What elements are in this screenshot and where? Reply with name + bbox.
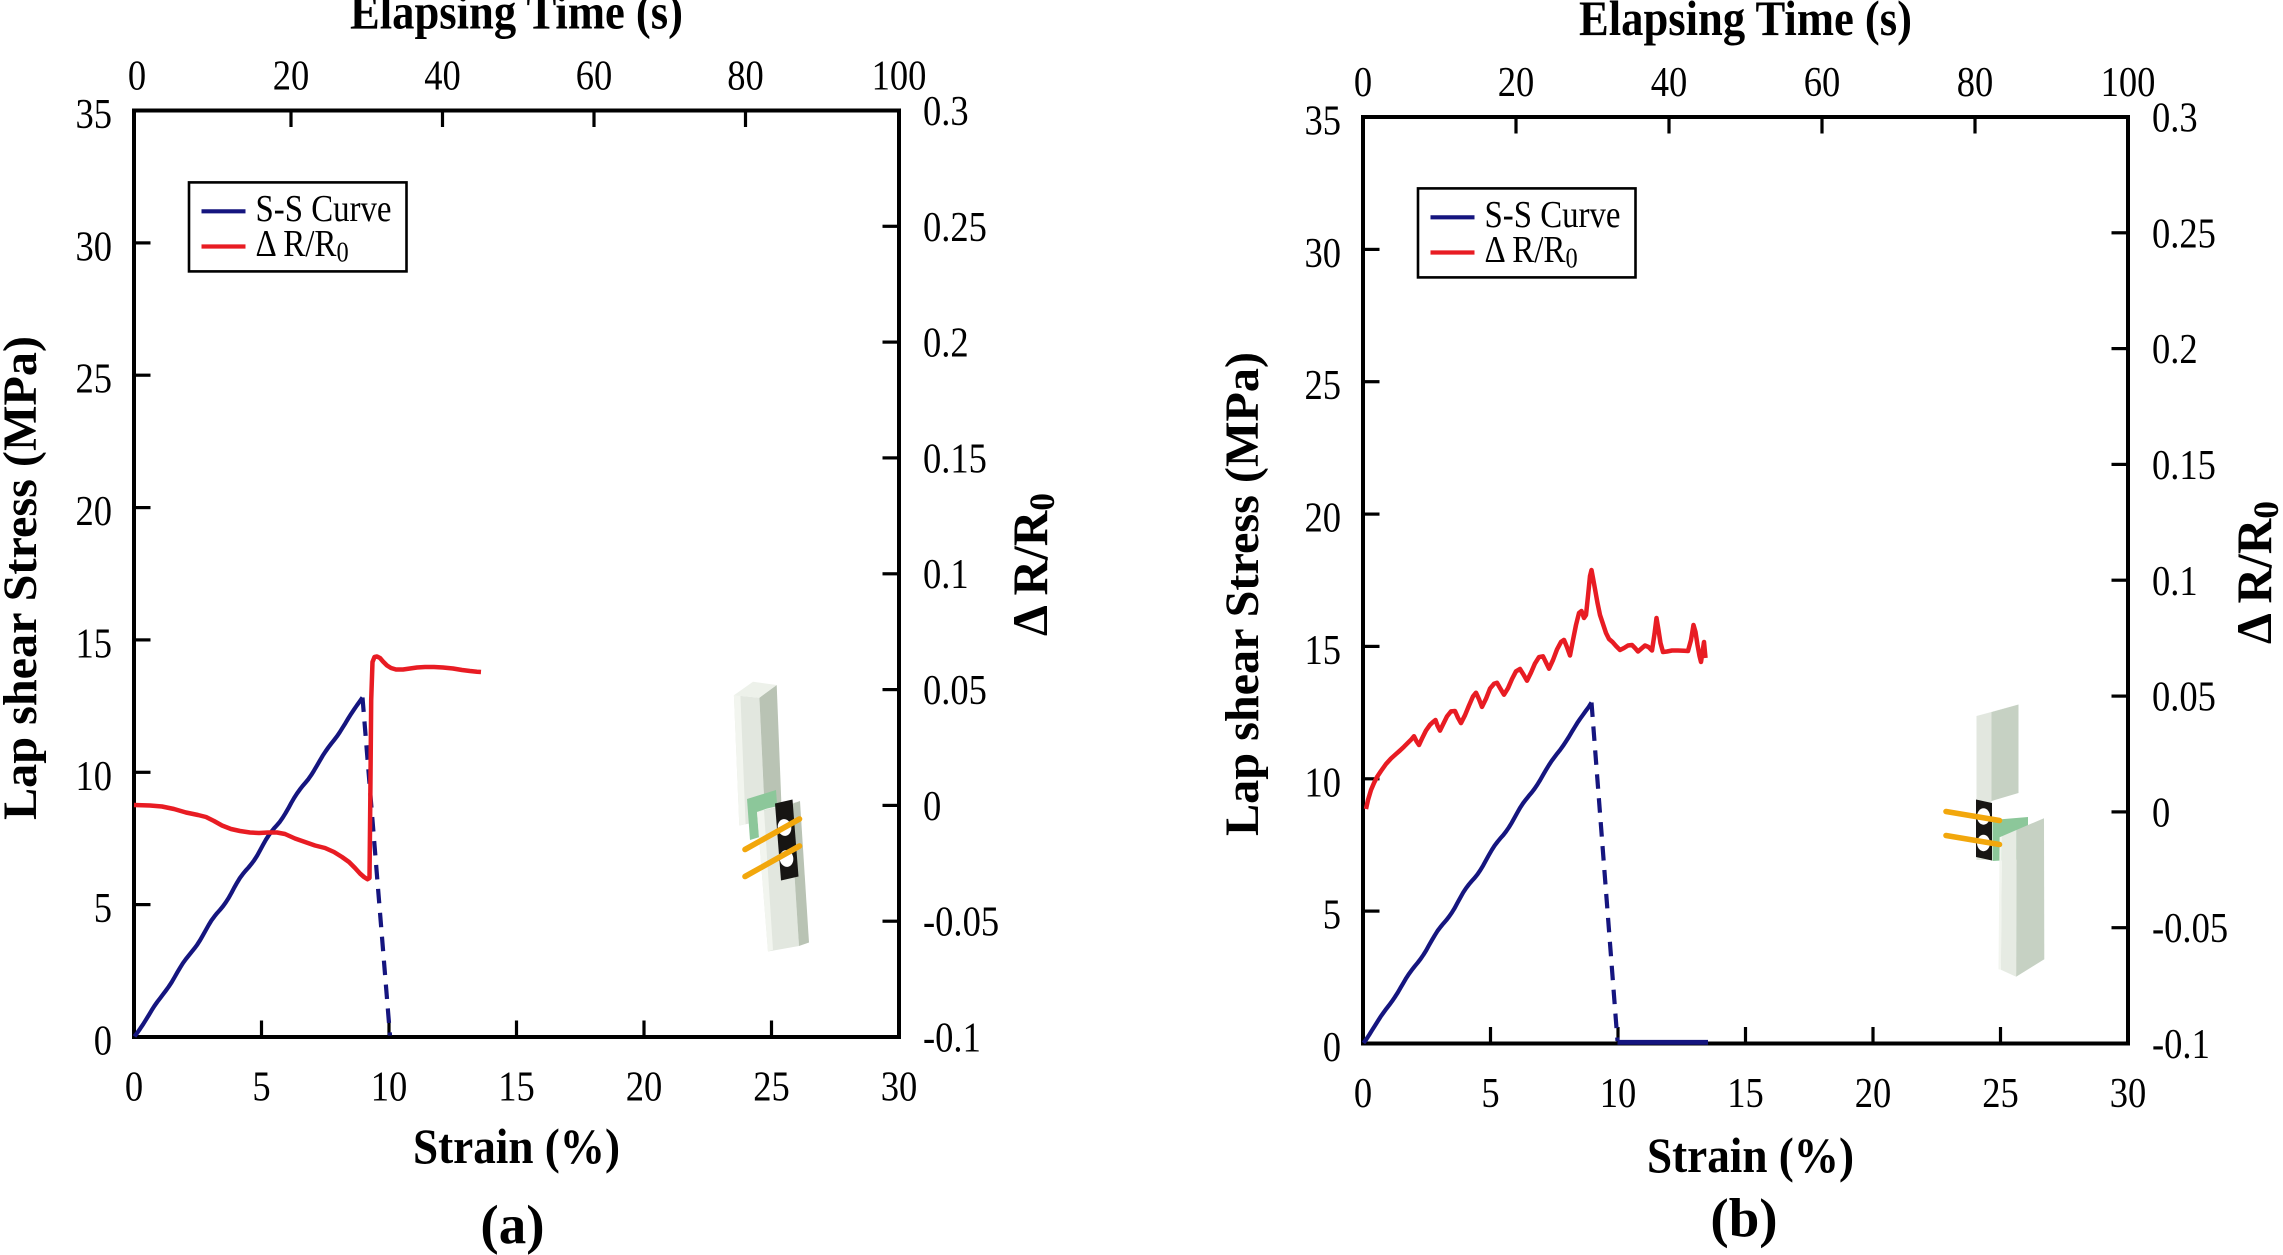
svg-text:S-S Curve: S-S Curve: [1485, 194, 1621, 236]
svg-text:40: 40: [1651, 59, 1688, 106]
svg-text:0.3: 0.3: [2152, 94, 2198, 141]
svg-text:0.25: 0.25: [923, 203, 987, 250]
svg-text:25: 25: [1982, 1070, 2019, 1117]
svg-text:15: 15: [1727, 1070, 1764, 1117]
svg-text:80: 80: [1957, 59, 1994, 106]
svg-text:80: 80: [727, 52, 764, 99]
svg-text:Elapsing Time (s): Elapsing Time (s): [1579, 0, 1912, 46]
svg-text:0.15: 0.15: [2152, 442, 2216, 489]
svg-text:35: 35: [75, 91, 112, 138]
svg-text:60: 60: [576, 52, 613, 99]
svg-text:10: 10: [75, 752, 112, 799]
svg-text:30: 30: [2110, 1070, 2147, 1117]
svg-text:20: 20: [75, 488, 112, 535]
svg-text:Strain (%): Strain (%): [1647, 1127, 1854, 1183]
svg-text:Δ R/R0: Δ R/R0: [2227, 501, 2283, 644]
svg-text:0: 0: [2152, 789, 2170, 836]
svg-text:0: 0: [125, 1063, 143, 1110]
svg-text:0.2: 0.2: [923, 319, 969, 366]
svg-text:10: 10: [1600, 1070, 1637, 1117]
svg-text:20: 20: [1304, 494, 1341, 541]
svg-text:60: 60: [1804, 59, 1841, 106]
svg-text:5: 5: [94, 885, 112, 932]
svg-text:-0.05: -0.05: [923, 898, 999, 945]
svg-text:Δ R/R0: Δ R/R0: [256, 222, 349, 268]
svg-text:20: 20: [1498, 59, 1535, 106]
svg-text:0: 0: [923, 783, 941, 830]
svg-text:0.2: 0.2: [2152, 326, 2198, 373]
svg-text:Strain (%): Strain (%): [413, 1118, 620, 1174]
svg-text:20: 20: [273, 52, 310, 99]
svg-text:0: 0: [1323, 1024, 1341, 1071]
svg-text:30: 30: [75, 223, 112, 270]
svg-text:0.1: 0.1: [923, 551, 969, 598]
svg-text:25: 25: [753, 1063, 790, 1110]
svg-text:0.25: 0.25: [2152, 210, 2216, 257]
svg-text:0.05: 0.05: [923, 667, 987, 714]
svg-text:S-S Curve: S-S Curve: [256, 188, 392, 230]
svg-text:30: 30: [1304, 230, 1341, 277]
svg-text:0: 0: [128, 52, 146, 99]
svg-text:100: 100: [872, 52, 927, 99]
svg-text:25: 25: [75, 355, 112, 402]
svg-text:100: 100: [2101, 59, 2156, 106]
svg-text:0: 0: [94, 1017, 112, 1064]
svg-text:(b): (b): [1710, 1188, 1777, 1249]
svg-text:15: 15: [1304, 627, 1341, 674]
svg-text:0.1: 0.1: [2152, 557, 2198, 604]
svg-text:30: 30: [881, 1063, 918, 1110]
svg-text:35: 35: [1304, 97, 1341, 144]
svg-text:5: 5: [1481, 1070, 1499, 1117]
svg-text:0: 0: [1354, 59, 1372, 106]
svg-text:5: 5: [252, 1063, 270, 1110]
svg-text:40: 40: [424, 52, 461, 99]
svg-text:5: 5: [1323, 891, 1341, 938]
svg-text:Lap shear Stress (MPa): Lap shear Stress (MPa): [1216, 352, 1269, 836]
svg-text:Δ R/R0: Δ R/R0: [1485, 228, 1578, 274]
svg-text:-0.05: -0.05: [2152, 905, 2228, 952]
svg-text:Lap shear Stress (MPa): Lap shear Stress (MPa): [0, 336, 47, 820]
svg-text:Δ R/R0: Δ R/R0: [1003, 493, 1063, 636]
svg-text:(a): (a): [480, 1194, 544, 1255]
svg-text:25: 25: [1304, 362, 1341, 409]
svg-text:0.3: 0.3: [923, 88, 969, 135]
svg-text:0.15: 0.15: [923, 435, 987, 482]
svg-text:0: 0: [1354, 1070, 1372, 1117]
svg-text:20: 20: [1855, 1070, 1892, 1117]
svg-text:0.05: 0.05: [2152, 673, 2216, 720]
svg-text:15: 15: [498, 1063, 535, 1110]
svg-text:15: 15: [75, 620, 112, 667]
svg-text:-0.1: -0.1: [923, 1014, 981, 1061]
svg-text:Elapsing Time (s): Elapsing Time (s): [350, 0, 683, 40]
svg-text:10: 10: [371, 1063, 408, 1110]
svg-text:-0.1: -0.1: [2152, 1021, 2210, 1068]
svg-text:10: 10: [1304, 759, 1341, 806]
svg-text:20: 20: [626, 1063, 663, 1110]
